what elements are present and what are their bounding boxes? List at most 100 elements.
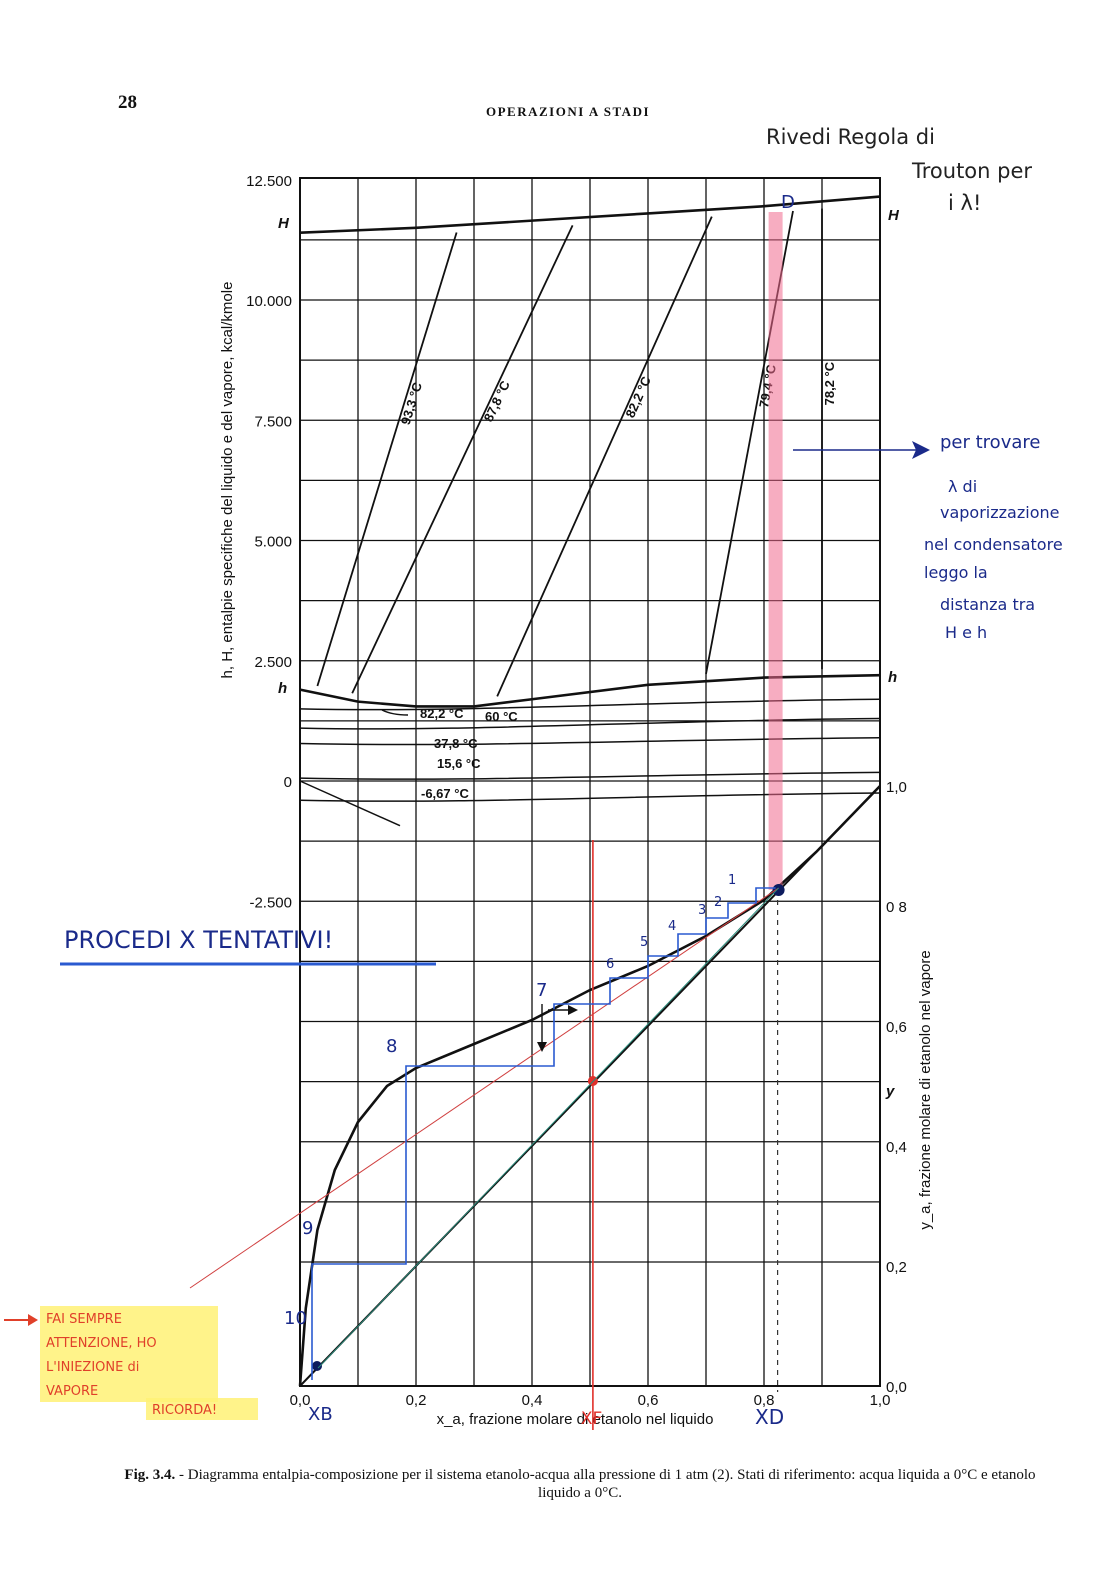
ricorda-highlight: [146, 1398, 258, 1420]
x-tick-label: 0,8: [754, 1392, 775, 1409]
annotation-point-D: D: [781, 192, 795, 213]
y-axis-title-right: y_a, frazione molare di etanolo nel vapo…: [917, 950, 934, 1229]
warning-arrowhead: [28, 1314, 38, 1326]
curve-label-h-right: h: [888, 669, 897, 686]
annotation-lambda-note-line: vaporizzazione: [940, 503, 1059, 522]
point-D-marker: [772, 884, 785, 896]
annotation-xD: XD: [755, 1405, 784, 1429]
stage-7-arrowhead-down: [537, 1042, 547, 1052]
y-tick-label-right: 0,4: [886, 1139, 907, 1156]
annotation-warning-line: ATTENZIONE, HO: [46, 1336, 157, 1351]
curve-label-y: y: [885, 1083, 895, 1100]
x-tick-label: 1,0: [870, 1392, 891, 1409]
stage-number-label: 1: [728, 873, 736, 888]
isotherm-label: 15,6 °C: [437, 756, 481, 771]
stage-number-label: 7: [536, 980, 547, 1001]
annotation-lambda-note-line: distanza tra: [940, 595, 1035, 614]
tie-line-label: 82,2 °C: [622, 374, 654, 420]
operating-line-red: [189, 887, 779, 1289]
annotation-lambda-note-line: leggo la: [924, 563, 988, 582]
warning-highlight: [40, 1306, 218, 1402]
x-tick-label: 0,4: [522, 1392, 543, 1409]
annotation-lambda-arrowhead: [912, 441, 930, 459]
stage-number-label: 3: [698, 903, 706, 918]
stage-steps: [311, 887, 776, 1380]
x-tick-label: 0,0: [290, 1392, 311, 1409]
y-axis-title-left: h, H, entalpie specifiche del liquido e …: [219, 282, 236, 679]
page-number: 28: [118, 92, 137, 113]
y-tick-label-left: 12.500: [246, 173, 292, 190]
tie-line-label: 93,3 °C: [398, 380, 425, 427]
isotherm-line: [299, 736, 881, 746]
stage-number-label: 10: [284, 1308, 307, 1329]
series-line-H: [299, 195, 881, 234]
isotherm-line: [299, 698, 881, 711]
y-tick-label-left: 2.500: [254, 654, 292, 671]
x-axis-title: x_a, frazione molare di etanolo nel liqu…: [437, 1411, 714, 1428]
y-tick-label-right: 1,0: [886, 779, 907, 796]
stage-number-label: 2: [714, 895, 722, 910]
point-xB-marker: [312, 1361, 322, 1371]
highlight-xD-band: [768, 212, 783, 890]
annotation-xB: XB: [308, 1404, 333, 1425]
stage-7-arrowhead-right: [568, 1005, 578, 1015]
annotation-top-note-line: Trouton per: [911, 159, 1032, 183]
annotation-warning-line: VAPORE: [46, 1384, 98, 1399]
x-tick-label: 0,2: [406, 1392, 427, 1409]
stage-number-label: 5: [640, 935, 648, 950]
annotation-warning-line: FAI SEMPRE: [46, 1312, 122, 1327]
tie-line: [496, 216, 713, 697]
annotation-top-note-line: i λ!: [948, 191, 981, 215]
isotherm-branch: [299, 780, 401, 827]
tie-line: [316, 232, 458, 687]
annotation-lambda-note-line: nel condensatore: [924, 535, 1063, 554]
isotherm-arrow: [381, 709, 409, 716]
stage-number-label: 9: [302, 1218, 313, 1239]
annotation-lambda-note-line: λ di: [948, 477, 977, 496]
chart-frame: [299, 177, 881, 1387]
y-tick-label-left: 7.500: [254, 413, 292, 430]
stage-number-label: 8: [386, 1036, 397, 1057]
annotation-lambda-note-line: H e h: [945, 623, 987, 642]
caption-label: Fig. 3.4.: [124, 1467, 176, 1483]
isotherm-line: [299, 771, 881, 780]
y-tick-label-right: 0,0: [886, 1379, 907, 1396]
isotherm-label: 37,8 °C: [434, 736, 478, 751]
annotation-ricorda: RICORDA!: [152, 1403, 217, 1418]
tie-line-label: 87,8 °C: [481, 378, 513, 424]
y-tick-label-right: 0,6: [886, 1019, 907, 1036]
equilibrium-curve: [298, 785, 881, 1387]
chart-grid: [300, 178, 880, 1386]
operating-line-green: [317, 887, 779, 1369]
y-tick-label-left: 10.000: [246, 293, 292, 310]
curve-label-h-left: h: [278, 680, 287, 697]
y-tick-label-left: -2.500: [249, 894, 292, 911]
tie-line: [351, 224, 574, 694]
series-line-h: [299, 673, 881, 708]
handwritten-overlay: D Rivedi Regola di Trouton per i λ! per trov…: [4, 125, 1063, 1430]
stage-number-label: 6: [606, 957, 614, 972]
chart-ticks: 12.500 10.000 7.500 5.000 2.500 0 -2.500 0,0 0,2…: [219, 173, 934, 1428]
annotation-lambda-note-line: per trovare: [940, 432, 1040, 453]
y-tick-label-left: 5.000: [254, 534, 292, 551]
x-tick-label: 0,6: [638, 1392, 659, 1409]
caption-text: - Diagramma entalpia-composizione per il…: [179, 1467, 1036, 1501]
annotation-warning-line: L'INIEZIONE di: [46, 1360, 139, 1375]
annotation-top-note-line: Rivedi Regola di: [766, 125, 935, 149]
stage-number-label: 4: [668, 919, 676, 934]
annotation-procedi: PROCEDI X TENTATIVI!: [64, 926, 333, 954]
curve-label-H-left: H: [278, 215, 290, 232]
y-tick-label-right: 0 8: [886, 899, 907, 916]
figure-caption: Fig. 3.4. - Diagramma entalpia-composizi…: [120, 1466, 1040, 1502]
running-head: OPERAZIONI A STADI: [486, 104, 651, 119]
y-tick-label-left: 0: [284, 774, 292, 791]
curve-label-H-right: H: [888, 207, 900, 224]
isotherm-line: [299, 792, 881, 802]
plot-frame: [299, 177, 881, 1387]
isotherm-line: [299, 717, 881, 730]
isotherm-label: -6,67 °C: [421, 786, 469, 801]
isotherm-label: 60 °C: [485, 709, 518, 724]
annotation-xF: XF: [581, 1409, 602, 1429]
y-tick-label-right: 0,2: [886, 1259, 907, 1276]
